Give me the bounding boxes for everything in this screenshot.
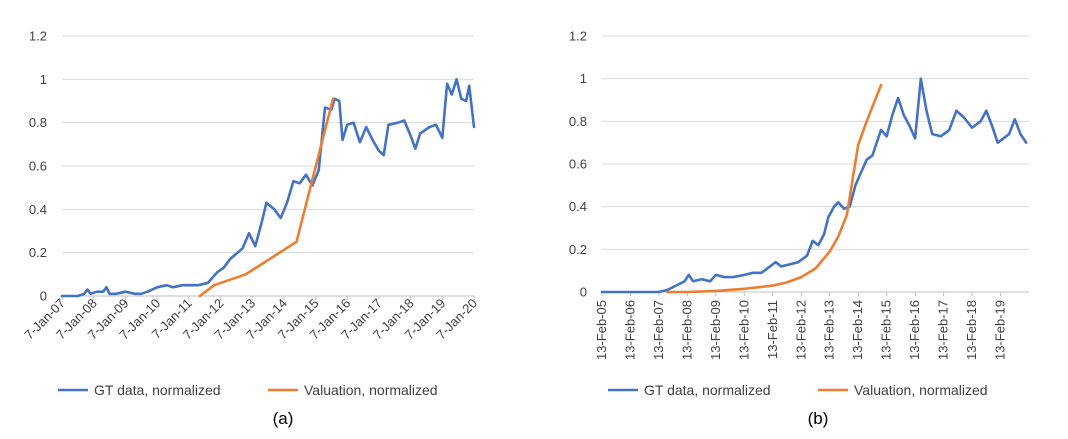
x-tick-label: 13-Feb-15 xyxy=(879,300,894,360)
x-tick-label: 13-Feb-13 xyxy=(822,300,837,360)
x-tick-label: 13-Feb-07 xyxy=(651,300,666,360)
chart-caption: (b) xyxy=(808,409,829,428)
legend-label: Valuation, normalized xyxy=(854,382,988,398)
y-tick-label: 1 xyxy=(580,71,587,86)
legend-label: GT data, normalized xyxy=(94,382,221,398)
y-tick-label: 0.2 xyxy=(569,242,587,257)
x-tick-label: 13-Feb-06 xyxy=(622,300,637,360)
x-tick-label: 13-Feb-10 xyxy=(736,300,751,360)
x-tick-label: 13-Feb-05 xyxy=(594,300,609,360)
y-tick-label: 1.2 xyxy=(569,29,587,44)
x-tick-label: 13-Feb-16 xyxy=(907,300,922,360)
y-tick-label: 1 xyxy=(40,72,47,87)
series-line-gt xyxy=(60,78,476,298)
series-line-valuation xyxy=(666,83,883,294)
y-tick-label: 0.4 xyxy=(29,202,47,217)
chart-caption: (a) xyxy=(273,409,294,428)
x-tick-label: 13-Feb-12 xyxy=(793,300,808,360)
y-tick-label: 0.6 xyxy=(569,157,587,172)
y-tick-label: 0.6 xyxy=(29,159,47,174)
legend-label: GT data, normalized xyxy=(644,382,771,398)
chart-a: 00.20.40.60.811.27-Jan-077-Jan-087-Jan-0… xyxy=(21,29,480,429)
chart-b: 0 0.2 0.4 0.6 0.8 1 1.2 13-Feb-05 13-Feb-06 13-Fe… xyxy=(569,29,1029,428)
x-tick-label: 13-Feb-08 xyxy=(679,300,694,360)
legend-label: Valuation, normalized xyxy=(304,382,438,398)
x-tick-label: 13-Feb-18 xyxy=(964,300,979,360)
series-line-gt xyxy=(600,77,1028,294)
y-tick-label: 0.8 xyxy=(29,115,47,130)
series-line-valuation xyxy=(198,97,335,298)
y-tick-label: 0.8 xyxy=(569,114,587,129)
y-tick-label: 0 xyxy=(580,285,587,300)
x-tick-label: 13-Feb-09 xyxy=(708,300,723,360)
y-tick-label: 1.2 xyxy=(29,29,47,44)
y-tick-label: 0 xyxy=(40,289,47,304)
y-tick-label: 0.2 xyxy=(29,245,47,260)
y-tick-label: 0.4 xyxy=(569,199,587,214)
x-tick-label: 13-Feb-14 xyxy=(850,300,865,360)
x-tick-label: 13-Feb-11 xyxy=(765,300,780,359)
x-tick-label: 13-Feb-17 xyxy=(936,300,951,360)
x-tick-label: 13-Feb-19 xyxy=(993,300,1008,360)
